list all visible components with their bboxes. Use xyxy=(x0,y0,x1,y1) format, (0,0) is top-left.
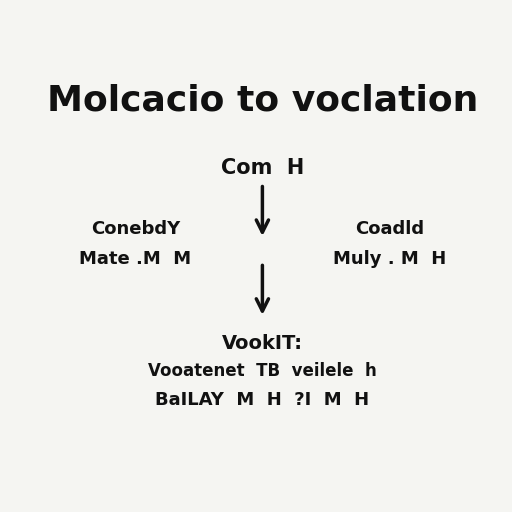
Text: Com  H: Com H xyxy=(221,158,304,178)
Text: Molcacio to voclation: Molcacio to voclation xyxy=(47,84,478,118)
Text: Muly . M  H: Muly . M H xyxy=(333,249,446,268)
Text: VookIT:: VookIT: xyxy=(222,334,303,353)
Text: BaILAY  M  H  ?I  M  H: BaILAY M H ?I M H xyxy=(155,392,370,410)
Text: Coadld: Coadld xyxy=(355,220,424,238)
Text: Mate .M  M: Mate .M M xyxy=(79,249,191,268)
Text: ConebdY: ConebdY xyxy=(91,220,180,238)
Text: Vooatenet  TB  veilele  h: Vooatenet TB veilele h xyxy=(148,362,377,380)
